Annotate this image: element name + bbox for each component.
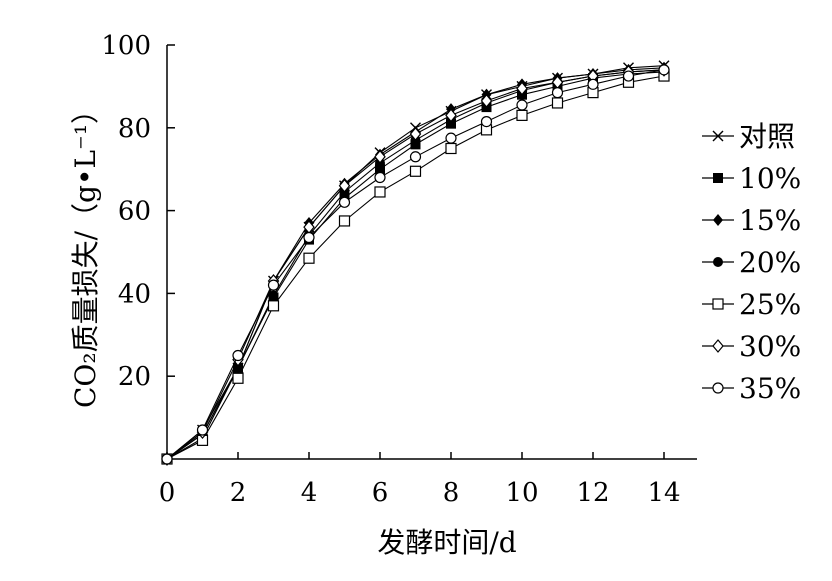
data-point — [338, 178, 351, 193]
data-point — [445, 132, 457, 144]
series-2 — [162, 61, 669, 465]
y-tick-label: 60 — [118, 197, 151, 227]
data-point — [658, 64, 670, 76]
legend-marker — [712, 382, 724, 394]
x-tick-label: 6 — [372, 478, 389, 508]
data-point — [268, 290, 279, 301]
y-tick-label: 40 — [118, 279, 151, 309]
data-point — [516, 99, 528, 111]
legend-item: 对照 — [702, 120, 795, 153]
data-point — [516, 109, 528, 121]
legend-marker — [713, 173, 723, 183]
data-point — [551, 87, 564, 99]
y-tick-label: 80 — [118, 114, 151, 144]
legend-item: 25% — [702, 288, 801, 321]
data-point — [409, 165, 422, 177]
x-tick-label: 4 — [301, 478, 318, 508]
legend-item: 20% — [702, 246, 801, 279]
legend-label: 10% — [739, 162, 801, 195]
axes: 20 40 60 80 100 0 2 4 6 8 10 12 14 — [101, 31, 697, 508]
data-point — [409, 151, 422, 163]
series-3 — [162, 64, 669, 464]
data-point — [161, 453, 173, 465]
legend-label: 20% — [739, 246, 801, 279]
data-point — [587, 78, 599, 90]
legend-label: 25% — [739, 288, 801, 321]
legend-label: 15% — [739, 204, 801, 237]
series-5 — [161, 62, 670, 466]
legend: 对照 10% 15% 20% 25% 30% 35% — [702, 120, 801, 405]
legend-item: 10% — [702, 162, 801, 195]
y-tick-label: 20 — [118, 362, 151, 392]
legend-marker — [713, 214, 723, 226]
data-point — [303, 231, 315, 244]
data-point — [267, 300, 280, 312]
y-tick-label: 100 — [101, 31, 151, 61]
data-point — [374, 171, 386, 184]
y-axis-label: CO₂质量损失/（g•L⁻¹） — [69, 96, 102, 408]
data-point — [374, 186, 386, 198]
data-point — [551, 97, 564, 109]
series-0 — [161, 60, 670, 465]
data-point — [480, 115, 493, 128]
legend-item: 35% — [702, 372, 801, 405]
data-point — [338, 215, 351, 227]
legend-marker — [712, 298, 724, 310]
x-tick-label: 0 — [159, 478, 176, 508]
series-layer — [161, 60, 670, 466]
x-tick-label: 8 — [443, 478, 460, 508]
data-point — [232, 372, 244, 384]
data-point — [375, 164, 385, 175]
series-line — [166, 65, 665, 460]
legend-label: 35% — [739, 372, 801, 405]
data-point — [622, 70, 635, 82]
x-tick-label: 12 — [576, 478, 609, 508]
legend-item: 30% — [702, 330, 801, 363]
legend-label: 对照 — [739, 120, 795, 153]
data-point — [516, 81, 528, 96]
legend-marker — [712, 339, 724, 353]
data-point — [303, 252, 315, 264]
x-tick-label: 2 — [230, 478, 247, 508]
series-6 — [161, 64, 670, 465]
data-point — [409, 127, 422, 141]
data-point — [267, 279, 280, 291]
legend-label: 30% — [739, 330, 801, 363]
legend-marker — [712, 130, 724, 142]
data-point — [374, 149, 386, 164]
data-point — [196, 424, 209, 436]
legend-marker — [713, 257, 723, 267]
x-axis-label: 发酵时间/d — [377, 526, 516, 559]
data-point — [480, 93, 493, 108]
x-tick-label: 14 — [647, 478, 680, 508]
data-point — [232, 349, 244, 362]
legend-item: 15% — [702, 204, 801, 237]
x-tick-label: 10 — [505, 478, 538, 508]
data-point — [445, 108, 457, 123]
data-point — [445, 142, 457, 155]
data-point — [338, 196, 351, 208]
